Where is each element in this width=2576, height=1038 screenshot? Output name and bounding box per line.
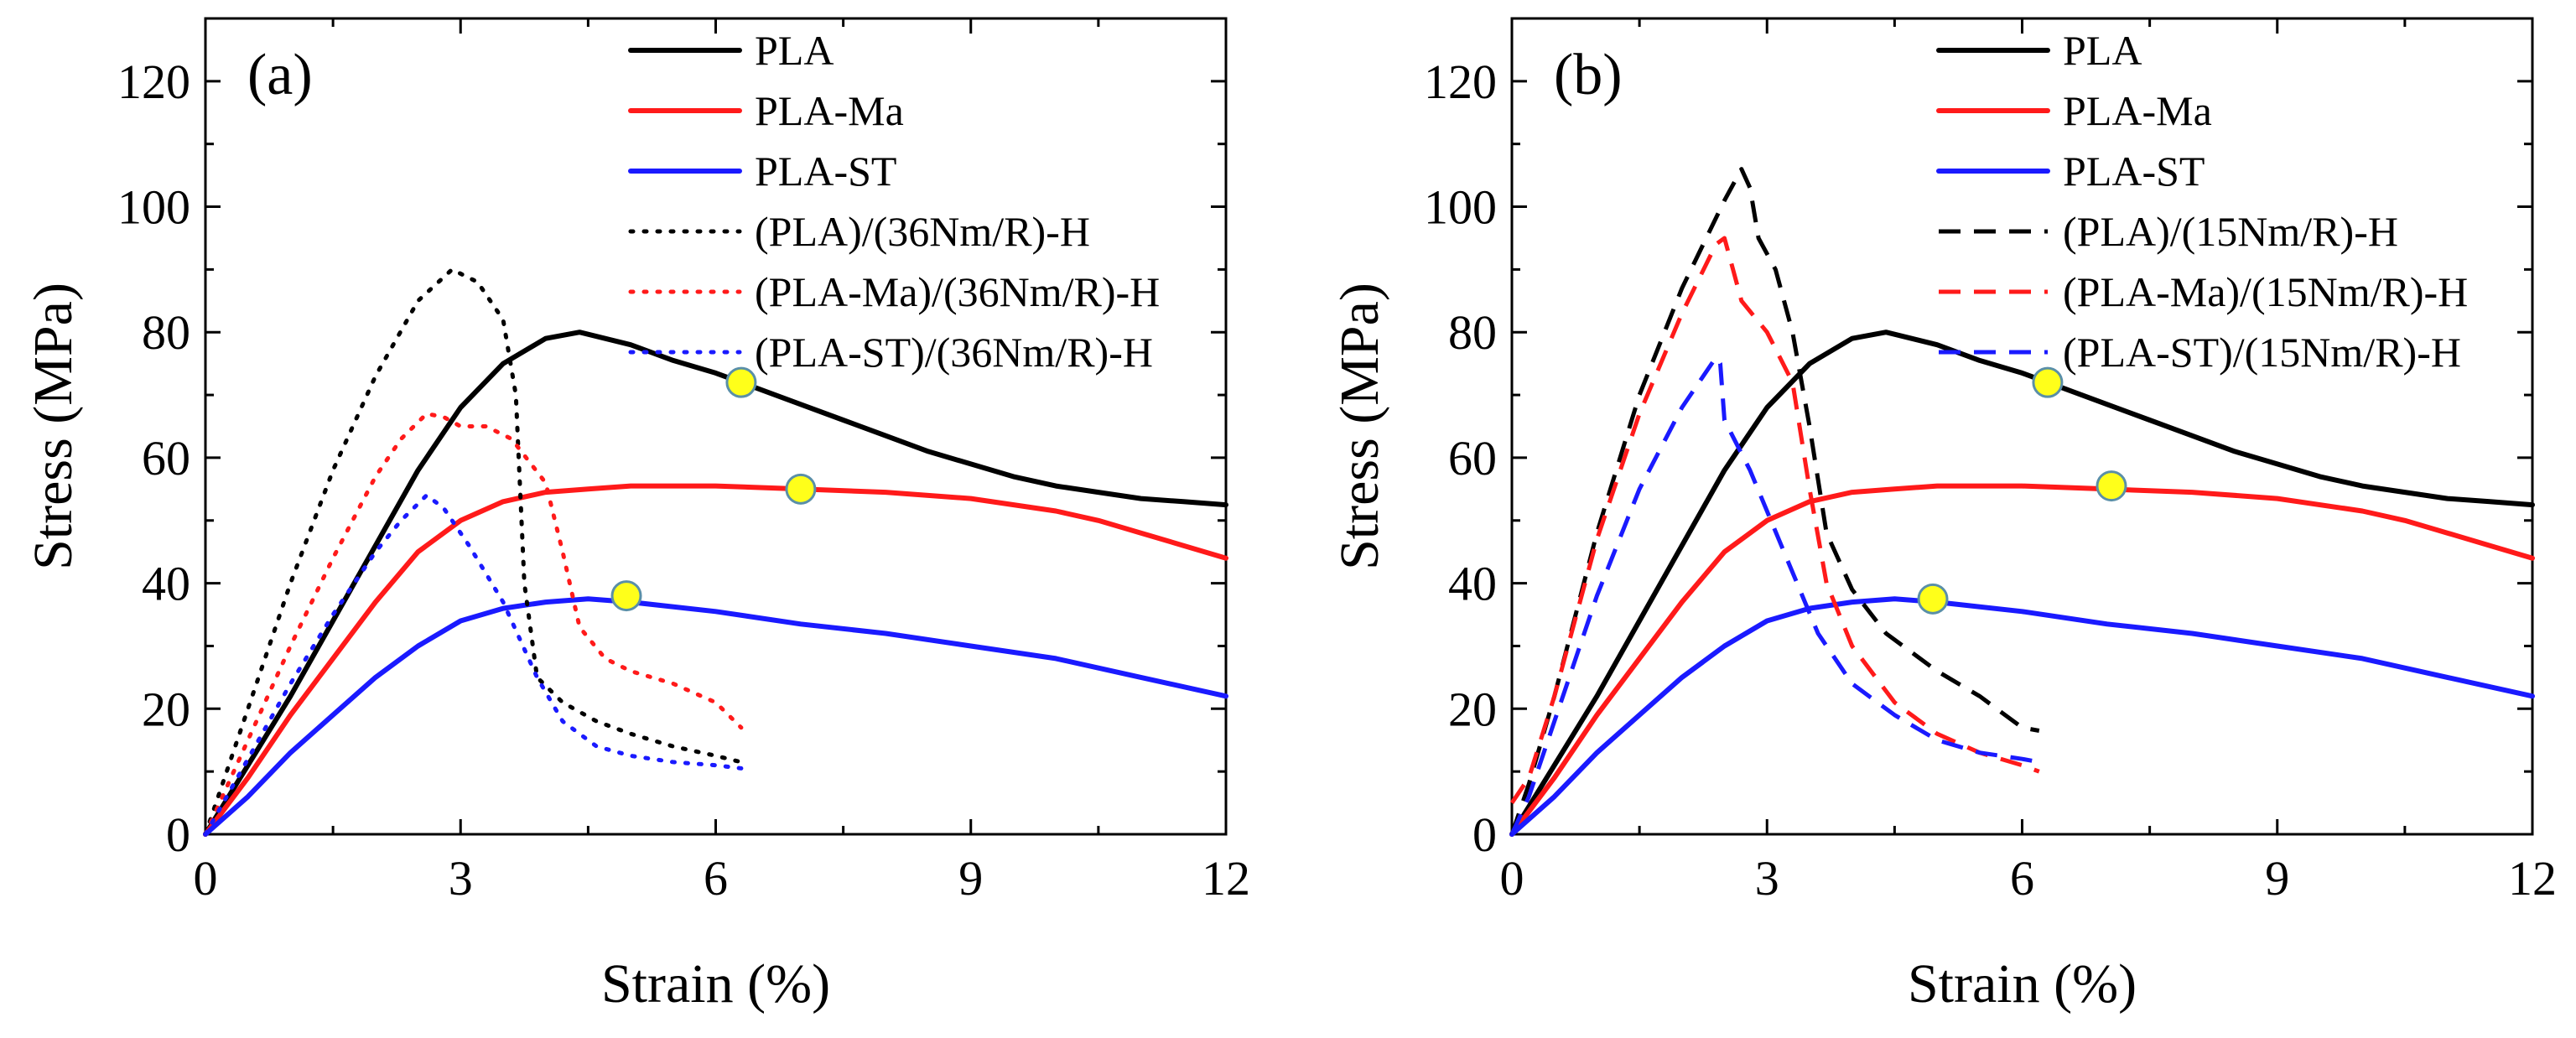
- legend-label: (PLA-ST)/(36Nm/R)-H: [755, 329, 1153, 376]
- y-tick-label: 40: [142, 557, 190, 611]
- series-line-0: [203, 330, 1228, 837]
- x-tick-label: 0: [194, 851, 218, 906]
- point-marker: [785, 473, 817, 505]
- series-line-4: [203, 412, 744, 837]
- point-marker: [610, 580, 642, 612]
- point-marker: [725, 366, 757, 398]
- y-tick-label: 80: [1448, 305, 1497, 360]
- y-tick-label: 60: [1448, 431, 1497, 485]
- legend-label: (PLA)/(36Nm/R)-H: [755, 208, 1090, 255]
- x-tick-label: 3: [449, 851, 473, 906]
- point-marker: [2096, 470, 2127, 502]
- legend-label: (PLA-ST)/(15Nm/R)-H: [2063, 329, 2461, 376]
- x-tick-label: 9: [958, 851, 983, 906]
- panel-label: (b): [1554, 43, 1623, 107]
- y-tick-label: 0: [1472, 807, 1497, 862]
- legend-label: PLA-ST: [755, 148, 896, 195]
- legend-label: PLA-ST: [2063, 148, 2205, 195]
- x-tick-label: 6: [2010, 851, 2034, 906]
- series-line-1: [203, 483, 1228, 837]
- y-tick-label: 100: [117, 180, 190, 235]
- x-tick-label: 12: [1202, 851, 1250, 906]
- legend-label: PLA-Ma: [755, 87, 904, 134]
- y-axis-title: Stress (MPa): [23, 283, 84, 570]
- y-tick-label: 100: [1424, 180, 1497, 235]
- point-marker: [2032, 366, 2064, 398]
- plot-frame: [204, 17, 1228, 836]
- x-axis-title: Strain (%): [601, 953, 830, 1015]
- y-tick-label: 120: [117, 54, 190, 109]
- y-axis-title: Stress (MPa): [1329, 283, 1390, 570]
- y-tick-label: 20: [142, 682, 190, 736]
- x-tick-label: 6: [704, 851, 728, 906]
- x-axis-title: Strain (%): [1908, 953, 2137, 1015]
- y-tick-label: 20: [1448, 682, 1497, 736]
- legend-label: PLA: [2063, 27, 2142, 74]
- x-tick-label: 3: [1755, 851, 1779, 906]
- y-tick-label: 80: [142, 305, 190, 360]
- series-line-2: [1509, 596, 2535, 837]
- y-tick-label: 120: [1424, 54, 1497, 109]
- legend-label: PLA-Ma: [2063, 87, 2212, 134]
- series-line-5: [203, 493, 744, 837]
- legend-label: (PLA-Ma)/(15Nm/R)-H: [2063, 268, 2468, 315]
- series-line-3: [203, 267, 744, 837]
- plot-frame: [1510, 17, 2534, 836]
- series-line-3: [1509, 167, 2040, 835]
- y-tick-label: 0: [166, 807, 190, 862]
- legend-label: PLA: [755, 27, 834, 74]
- y-tick-label: 40: [1448, 557, 1497, 611]
- series-line-5: [1509, 355, 2040, 836]
- series-line-4: [1509, 236, 2040, 805]
- legend-label: (PLA)/(15Nm/R)-H: [2063, 208, 2398, 255]
- series-line-0: [1509, 330, 2535, 837]
- x-tick-label: 0: [1500, 851, 1524, 906]
- series-line-2: [203, 596, 1228, 837]
- point-marker: [1917, 583, 1949, 615]
- x-tick-label: 12: [2508, 851, 2557, 906]
- panel-label: (a): [247, 43, 313, 107]
- legend-label: (PLA-Ma)/(36Nm/R)-H: [755, 268, 1160, 315]
- series-line-1: [1509, 483, 2535, 837]
- y-tick-label: 60: [142, 431, 190, 485]
- x-tick-label: 9: [2265, 851, 2289, 906]
